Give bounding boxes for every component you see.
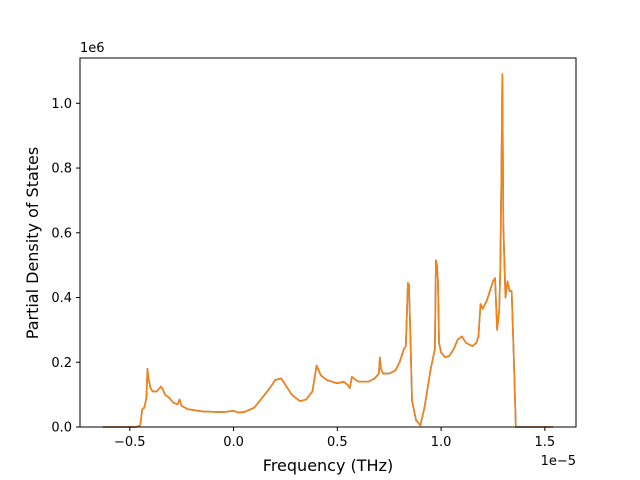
x-tick-label: 1.5 [535, 435, 556, 450]
x-tick-label: 1.0 [431, 435, 452, 450]
y-offset-label: 1e6 [80, 41, 105, 56]
y-tick-label: 0.2 [51, 356, 72, 371]
y-tick-label: 0.0 [51, 421, 72, 436]
series-layer [102, 73, 554, 428]
y-tick-label: 1.0 [51, 97, 72, 112]
x-axis-ticks: −0.5 0.0 0.5 1.0 1.5 [114, 427, 555, 450]
plot-area [80, 58, 576, 427]
y-axis-ticks: 0.0 0.2 0.4 0.6 0.8 1.0 [51, 97, 80, 436]
x-tick-label: −0.5 [114, 435, 146, 450]
x-tick-label: 0.5 [327, 435, 348, 450]
y-tick-label: 0.4 [51, 291, 72, 306]
plot-frame [79, 57, 577, 428]
x-axis-title: Frequency (THz) [263, 456, 393, 475]
y-axis-title: Partial Density of States [23, 147, 42, 339]
x-offset-label: 1e−5 [541, 454, 576, 469]
series-line-2 [102, 73, 554, 428]
y-tick-label: 0.8 [51, 162, 72, 177]
y-tick-label: 0.6 [51, 226, 72, 241]
x-tick-label: 0.0 [223, 435, 244, 450]
